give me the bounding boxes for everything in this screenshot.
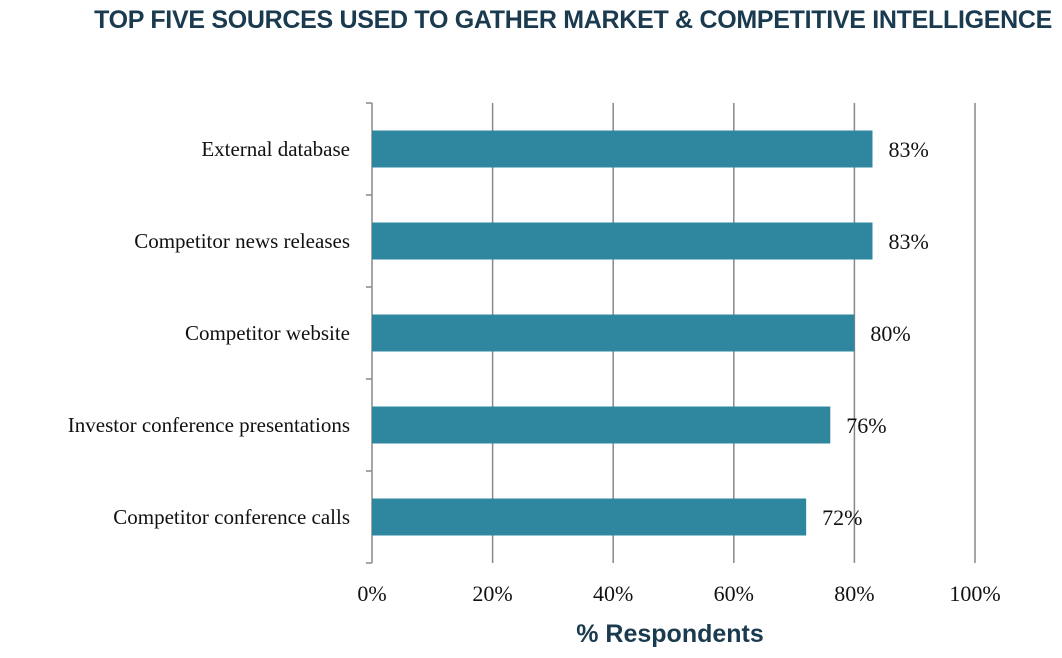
data-label: 83% (888, 137, 928, 162)
category-label: External database (201, 137, 350, 161)
category-label: Competitor conference calls (113, 505, 350, 529)
x-tick-label: 20% (472, 581, 512, 606)
category-label: Competitor news releases (134, 229, 350, 253)
x-tick-label: 100% (949, 581, 1000, 606)
x-tick-label: 60% (714, 581, 754, 606)
bar (372, 130, 873, 168)
data-label: 80% (870, 321, 910, 346)
chart-title: TOP FIVE SOURCES USED TO GATHER MARKET &… (94, 6, 1052, 34)
data-label: 83% (888, 229, 928, 254)
bar (372, 406, 831, 444)
x-tick-label: 40% (593, 581, 633, 606)
bars (372, 130, 873, 536)
bar (372, 498, 807, 536)
bar (372, 222, 873, 260)
x-axis-title: % Respondents (576, 620, 764, 648)
x-tick-label: 0% (357, 581, 386, 606)
category-label: Investor conference presentations (68, 413, 350, 437)
labels: 0% 20% 40% 60% 80% 100% External database 83% Co… (68, 137, 1001, 606)
category-label: Competitor website (185, 321, 350, 345)
data-label: 76% (846, 413, 886, 438)
data-label: 72% (822, 505, 862, 530)
x-tick-label: 80% (834, 581, 874, 606)
bar (372, 314, 855, 352)
